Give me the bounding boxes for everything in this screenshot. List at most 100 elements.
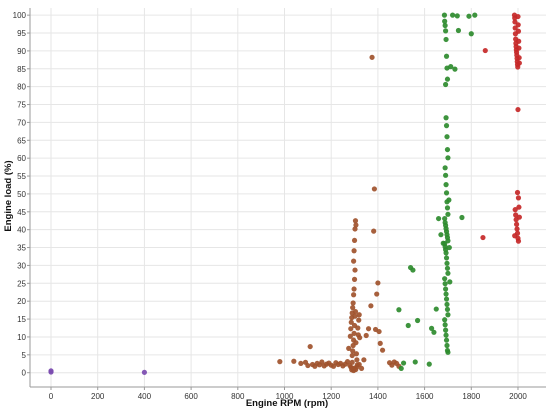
data-point: [414, 317, 421, 324]
data-point: [443, 286, 449, 292]
data-point: [379, 347, 386, 353]
y-tick-label: 5: [22, 351, 27, 360]
data-point: [350, 305, 356, 311]
data-point: [376, 328, 382, 335]
data-point: [426, 361, 432, 367]
data-point: [443, 53, 450, 59]
data-point: [443, 190, 450, 196]
y-tick-label: 65: [17, 136, 26, 145]
grid-layer: [30, 8, 546, 387]
data-point: [512, 207, 518, 213]
data-point: [446, 197, 452, 203]
x-axis-title: Engine RPM (rpm): [246, 398, 328, 409]
y-tick-label: 80: [17, 83, 26, 92]
data-point: [443, 250, 449, 256]
data-point: [365, 326, 372, 332]
data-point: [445, 312, 451, 318]
data-point: [356, 317, 362, 323]
data-point: [349, 352, 355, 359]
data-point: [443, 81, 449, 88]
data-point: [371, 228, 377, 234]
data-point: [353, 340, 359, 346]
data-point: [352, 218, 359, 224]
y-tick-label: 30: [17, 261, 26, 270]
y-tick-label: 95: [17, 29, 26, 38]
y-tick-label: 50: [17, 190, 26, 199]
data-point: [351, 248, 357, 254]
y-tick-label: 25: [17, 279, 26, 288]
data-point: [516, 55, 522, 61]
data-point: [450, 12, 456, 18]
data-point: [516, 45, 522, 51]
data-point: [349, 359, 355, 365]
point-layer: [48, 12, 522, 375]
data-point: [298, 360, 304, 367]
data-point: [351, 286, 357, 292]
data-point: [515, 106, 521, 113]
data-point: [442, 18, 448, 24]
data-point: [515, 13, 521, 20]
data-point: [431, 329, 437, 335]
data-point: [410, 267, 416, 273]
data-point: [515, 238, 522, 244]
data-point: [356, 312, 362, 318]
data-point: [442, 317, 448, 323]
data-point: [428, 325, 435, 331]
y-tick-label: 75: [17, 101, 26, 110]
data-point: [443, 327, 449, 333]
data-point: [454, 13, 460, 19]
data-point: [351, 292, 357, 298]
data-point: [513, 221, 520, 227]
data-point: [452, 66, 458, 72]
data-point: [353, 222, 359, 228]
data-point: [348, 326, 354, 332]
data-point: [355, 325, 361, 331]
data-point: [443, 36, 449, 43]
data-point: [348, 319, 354, 325]
x-tick-label: 400: [138, 392, 152, 401]
data-point: [459, 214, 465, 221]
data-point: [472, 12, 478, 18]
data-point: [351, 330, 357, 336]
data-point: [443, 123, 450, 129]
data-point: [358, 365, 365, 372]
data-point: [405, 322, 411, 329]
y-tick-label: 20: [17, 297, 26, 306]
data-point: [443, 337, 450, 343]
data-point: [305, 362, 311, 369]
data-point: [516, 60, 522, 66]
data-point: [347, 333, 353, 339]
y-tick-label: 70: [17, 118, 26, 127]
data-point: [443, 291, 449, 297]
data-point: [515, 64, 521, 70]
y-axis-title: Engine load (%): [3, 160, 14, 231]
data-point: [443, 115, 449, 121]
data-point: [482, 47, 488, 54]
data-point: [443, 172, 449, 178]
axis-layer: 0 5 10 15 20 25 30 35 40 45 50 55 60 65 70 75 80 85 90 95 10…: [13, 8, 546, 401]
data-point: [354, 357, 360, 363]
data-point: [48, 368, 54, 374]
x-tick-label: 800: [231, 392, 245, 401]
data-point: [445, 211, 451, 217]
data-point: [351, 237, 358, 244]
data-point: [357, 335, 363, 341]
data-point: [438, 232, 444, 238]
x-tick-label: 2000: [509, 392, 527, 401]
data-point: [352, 313, 358, 319]
data-point: [352, 267, 358, 273]
data-point: [444, 146, 451, 153]
data-point: [400, 360, 407, 366]
data-point: [446, 244, 452, 251]
x-tick-label: 1400: [369, 392, 387, 401]
x-tick-label: 1200: [322, 392, 340, 401]
x-tick-label: 1800: [462, 392, 480, 401]
data-point: [443, 28, 449, 34]
data-point: [442, 22, 448, 29]
data-point: [516, 204, 522, 210]
data-point: [361, 357, 367, 363]
series-0-points: [48, 368, 148, 375]
series-3-points: [480, 12, 522, 244]
data-point: [319, 359, 325, 365]
